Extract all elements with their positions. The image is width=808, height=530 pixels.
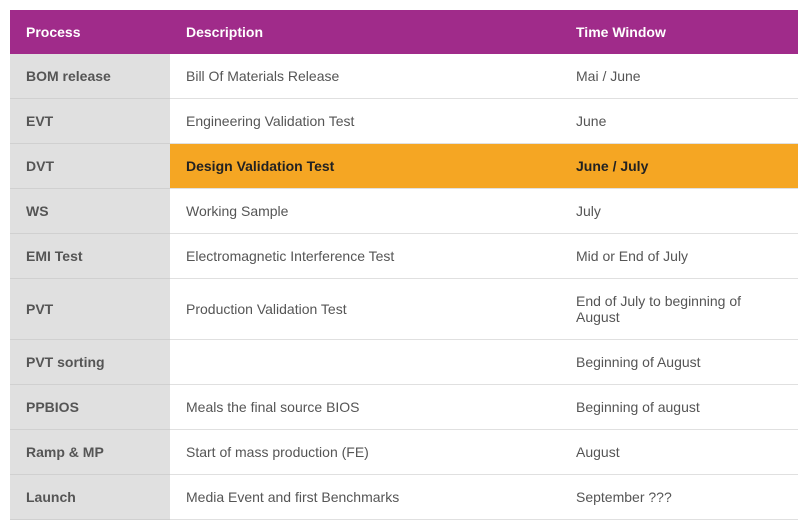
- description-cell: Bill Of Materials Release: [170, 54, 560, 99]
- time-window-cell: Beginning of August: [560, 340, 798, 385]
- table-row: PVTProduction Validation TestEnd of July…: [10, 279, 798, 340]
- description-cell: Electromagnetic Interference Test: [170, 234, 560, 279]
- process-cell: EVT: [10, 99, 170, 144]
- table-row: LaunchMedia Event and first BenchmarksSe…: [10, 475, 798, 520]
- table-row: PPBIOSMeals the final source BIOSBeginni…: [10, 385, 798, 430]
- table-row: DVTDesign Validation TestJune / July: [10, 144, 798, 189]
- table-body: BOM releaseBill Of Materials ReleaseMai …: [10, 54, 798, 520]
- table-header: Process Description Time Window: [10, 10, 798, 54]
- time-window-cell: June / July: [560, 144, 798, 189]
- time-window-cell: July: [560, 189, 798, 234]
- time-window-cell: September ???: [560, 475, 798, 520]
- process-cell: Launch: [10, 475, 170, 520]
- table-row: WSWorking SampleJuly: [10, 189, 798, 234]
- process-cell: DVT: [10, 144, 170, 189]
- table-row: Ramp & MPStart of mass production (FE)Au…: [10, 430, 798, 475]
- time-window-cell: Beginning of august: [560, 385, 798, 430]
- table-row: BOM releaseBill Of Materials ReleaseMai …: [10, 54, 798, 99]
- time-window-cell: Mai / June: [560, 54, 798, 99]
- col-header-process: Process: [10, 10, 170, 54]
- table-row: PVT sorting Beginning of August: [10, 340, 798, 385]
- process-cell: PVT sorting: [10, 340, 170, 385]
- process-cell: WS: [10, 189, 170, 234]
- description-cell: Meals the final source BIOS: [170, 385, 560, 430]
- description-cell: [170, 340, 560, 385]
- time-window-cell: Mid or End of July: [560, 234, 798, 279]
- description-cell: Start of mass production (FE): [170, 430, 560, 475]
- description-cell: Media Event and first Benchmarks: [170, 475, 560, 520]
- table-row: EVTEngineering Validation TestJune: [10, 99, 798, 144]
- description-cell: Production Validation Test: [170, 279, 560, 340]
- process-cell: Ramp & MP: [10, 430, 170, 475]
- time-window-cell: June: [560, 99, 798, 144]
- time-window-cell: August: [560, 430, 798, 475]
- process-cell: PVT: [10, 279, 170, 340]
- description-cell: Design Validation Test: [170, 144, 560, 189]
- description-cell: Working Sample: [170, 189, 560, 234]
- process-table: Process Description Time Window BOM rele…: [10, 10, 798, 520]
- col-header-time: Time Window: [560, 10, 798, 54]
- process-cell: BOM release: [10, 54, 170, 99]
- col-header-description: Description: [170, 10, 560, 54]
- table-row: EMI TestElectromagnetic Interference Tes…: [10, 234, 798, 279]
- description-cell: Engineering Validation Test: [170, 99, 560, 144]
- time-window-cell: End of July to beginning of August: [560, 279, 798, 340]
- process-cell: PPBIOS: [10, 385, 170, 430]
- process-cell: EMI Test: [10, 234, 170, 279]
